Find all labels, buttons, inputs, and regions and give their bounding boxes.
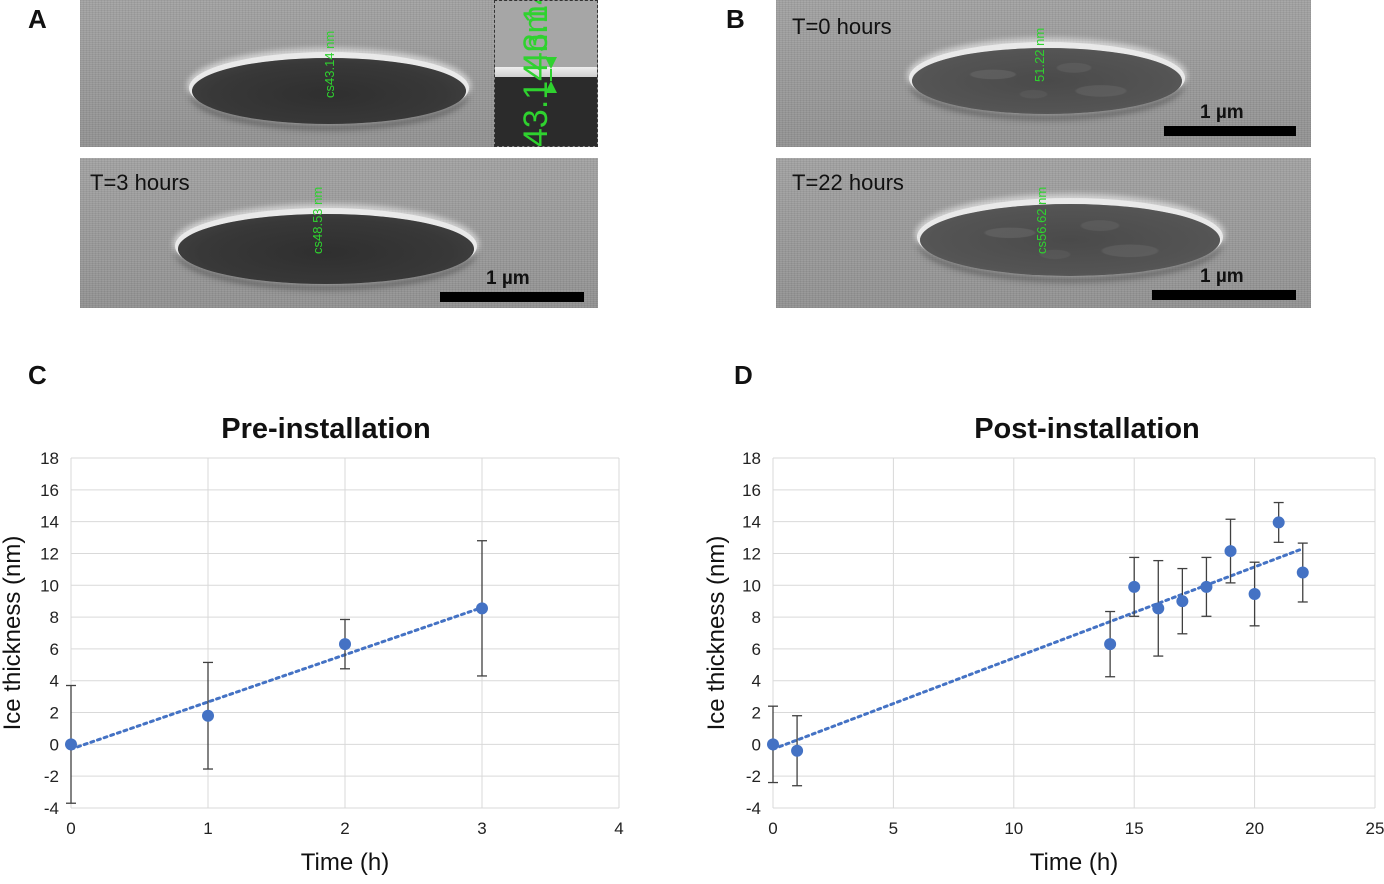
x-tick-label: 3 [477, 819, 486, 838]
x-tick-label: 0 [66, 819, 75, 838]
panel-letter-b: B [726, 4, 745, 34]
milled-hole [920, 204, 1220, 276]
data-point [1176, 595, 1189, 608]
data-point [767, 738, 779, 751]
y-tick-label: 14 [742, 513, 761, 532]
scalebar [440, 292, 584, 302]
x-tick-label: 20 [1245, 819, 1264, 838]
chart-post-installation: Post-installation -4 -2 0 2 4 6 8 10 12 14 16 18 0 5 10… [703, 413, 1384, 876]
chart-title: Post-installation [974, 413, 1200, 445]
data-point [1152, 602, 1165, 615]
y-tick-label: 12 [40, 544, 59, 563]
x-tick-label: 4 [614, 819, 623, 838]
scalebar-label: 1 µm [1200, 266, 1244, 287]
x-axis-label: Time (h) [1030, 849, 1118, 876]
y-tick-label: 16 [742, 481, 761, 500]
y-tick-label: 4 [752, 672, 761, 691]
y-tick-label: 10 [40, 576, 59, 595]
data-point [1104, 638, 1117, 651]
milled-hole [192, 58, 466, 124]
data-point [1224, 545, 1237, 558]
panel-letter-d: D [734, 360, 753, 390]
sem-image-b-top: T=0 hours 51.22 nm 1 µm [776, 0, 1311, 147]
sem-image-b-bottom: T=22 hours cs56.62 nm 1 µm [776, 158, 1311, 308]
zoom-inset: 43.14 nm 43.14 nm [494, 0, 598, 147]
y-tick-label: 4 [50, 672, 59, 691]
x-tick-label: 10 [1004, 819, 1023, 838]
thickness-measurement: cs48.53 nm [310, 186, 325, 254]
y-tick-label: 2 [752, 704, 761, 723]
y-tick-label: 0 [50, 735, 59, 754]
data-point [1200, 580, 1213, 593]
y-tick-label: -4 [44, 799, 59, 818]
data-point [1272, 516, 1285, 529]
sem-image-a-bottom: T=3 hours cs48.53 nm 1 µm [80, 158, 598, 308]
x-tick-label: 0 [768, 819, 777, 838]
y-axis-label: Ice thickness (nm) [0, 536, 26, 731]
data-point [1248, 588, 1261, 601]
scalebar [1164, 126, 1296, 136]
thickness-measurement: 51.22 nm [1032, 27, 1047, 82]
scalebar [1152, 290, 1296, 300]
y-tick-label: 12 [742, 544, 761, 563]
y-tick-label: 0 [752, 735, 761, 754]
data-point [339, 638, 351, 651]
trendline [771, 547, 1305, 751]
y-tick-label: 6 [752, 640, 761, 659]
x-tick-label: 25 [1366, 819, 1384, 838]
trendline [69, 606, 484, 751]
scalebar-label: 1 µm [1200, 102, 1244, 123]
data-point [1296, 566, 1309, 579]
sem-image-a-top: cs43.14 nm 43.14 nm 43.14 nm [80, 0, 598, 147]
y-tick-label: 6 [50, 640, 59, 659]
time-label: T=22 hours [792, 170, 904, 195]
x-tick-label: 1 [203, 819, 212, 838]
y-tick-label: 18 [40, 449, 59, 468]
milled-hole [178, 214, 474, 284]
thickness-measurement: cs43.14 nm [322, 30, 337, 98]
x-tick-label: 15 [1125, 819, 1144, 838]
time-label: T=0 hours [792, 14, 892, 39]
panel-letter-a: A [28, 4, 47, 34]
y-tick-label: 14 [40, 513, 59, 532]
data-point [476, 602, 488, 615]
y-tick-label: -2 [746, 767, 761, 786]
y-tick-label: 8 [50, 608, 59, 627]
y-tick-label: -2 [44, 767, 59, 786]
data-point [65, 738, 77, 751]
chart-title: Pre-installation [221, 413, 431, 445]
measurement-arrows-icon [545, 57, 557, 93]
data-point [202, 709, 214, 722]
y-tick-label: 2 [50, 704, 59, 723]
y-tick-label: 8 [752, 608, 761, 627]
thickness-measurement: cs56.62 nm [1034, 186, 1049, 254]
data-point [791, 744, 804, 757]
x-tick-label: 2 [340, 819, 349, 838]
y-tick-label: -4 [746, 799, 761, 818]
y-tick-label: 16 [40, 481, 59, 500]
inset-measurement-bottom: 43.14 nm [517, 5, 555, 147]
panel-letter-c: C [28, 360, 47, 390]
milled-hole [912, 48, 1182, 114]
y-axis-label: Ice thickness (nm) [703, 536, 730, 731]
x-axis-label: Time (h) [301, 849, 389, 876]
time-label: T=3 hours [90, 170, 190, 195]
y-tick-label: 18 [742, 449, 761, 468]
y-tick-label: 10 [742, 576, 761, 595]
x-tick-label: 5 [889, 819, 898, 838]
scalebar-label: 1 µm [486, 268, 530, 289]
data-point [1128, 580, 1141, 593]
